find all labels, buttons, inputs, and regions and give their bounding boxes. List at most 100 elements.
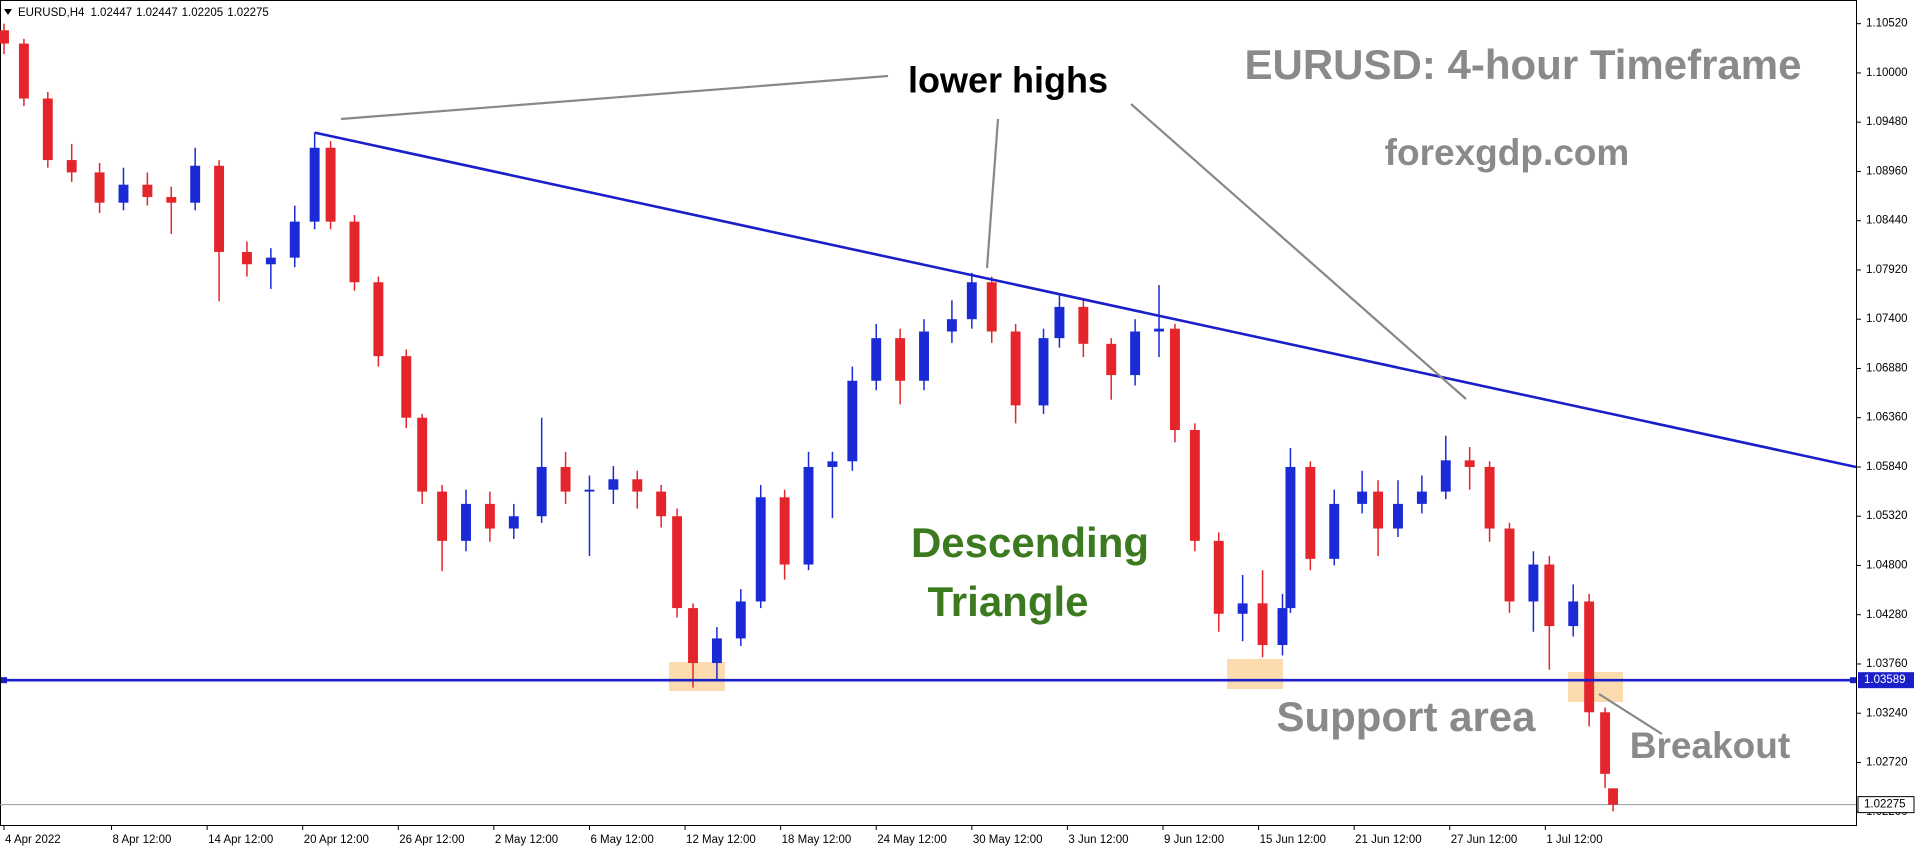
x-tick-label: 6 May 12:00 — [590, 834, 653, 846]
y-tick-label: 1.03760 — [1866, 658, 1908, 670]
candle-body — [325, 147, 336, 222]
candle-body — [919, 331, 929, 381]
candle-body — [309, 147, 320, 222]
x-tick-label: 3 Jun 12:00 — [1068, 834, 1128, 846]
candle-body — [1257, 603, 1268, 646]
candle-body — [373, 282, 384, 357]
support-touch-box — [1227, 659, 1283, 689]
candle-body — [401, 356, 412, 418]
candle-body — [508, 516, 519, 529]
candle-body — [946, 319, 957, 332]
candle-body — [190, 165, 201, 203]
x-tick-label: 24 May 12:00 — [877, 834, 947, 846]
y-tick-label: 1.10000 — [1866, 67, 1908, 79]
candle-body — [1584, 601, 1595, 713]
y-tick-label: 1.02720 — [1866, 757, 1908, 769]
annotation: Support area — [1276, 693, 1536, 740]
candle-body — [18, 43, 29, 99]
pattern-label: Triangle — [927, 578, 1088, 625]
y-tick-label: 1.10520 — [1866, 18, 1908, 30]
candle-body — [966, 282, 977, 320]
candle-body — [779, 497, 790, 565]
candle-body — [1305, 466, 1316, 559]
quote: 1.02205 — [182, 7, 224, 19]
support-handle — [1, 677, 7, 684]
candle-body — [847, 380, 858, 462]
support-price-label: 1.03589 — [1864, 674, 1906, 686]
x-tick-label: 26 Apr 12:00 — [399, 834, 464, 846]
candle-body — [1393, 503, 1403, 529]
candle-body — [265, 257, 276, 265]
annotation: Breakout — [1630, 725, 1790, 766]
pattern-label: Descending — [911, 519, 1149, 566]
pointer-line — [985, 118, 1000, 269]
candle-body — [118, 184, 129, 203]
quote: 1.02447 — [136, 7, 178, 19]
x-tick-label: 20 Apr 12:00 — [304, 834, 369, 846]
candle-body — [755, 497, 766, 602]
y-tick-label: 1.09480 — [1866, 116, 1908, 128]
x-tick-label: 14 Apr 12:00 — [208, 834, 273, 846]
candle-body — [1357, 491, 1368, 504]
y-tick-label: 1.06360 — [1866, 412, 1908, 424]
candle-body — [1608, 788, 1619, 805]
candle-body — [1373, 491, 1384, 529]
y-tick-label: 1.08960 — [1866, 165, 1908, 177]
candle-body — [1528, 564, 1539, 602]
x-tick-label: 12 May 12:00 — [686, 834, 756, 846]
last-price-box — [1857, 796, 1915, 814]
candle-body — [656, 491, 667, 517]
plot-frame — [0, 0, 1857, 826]
pointer-line — [1598, 693, 1663, 735]
menu-arrow[interactable] — [4, 9, 12, 15]
candle-body — [688, 608, 698, 664]
candle-body — [1154, 328, 1164, 332]
x-tick-label: 27 Jun 12:00 — [1451, 834, 1518, 846]
candle-body — [1464, 460, 1475, 467]
candle-body — [1440, 460, 1451, 492]
x-tick-label: 2 May 12:00 — [495, 834, 558, 846]
candle-body — [1237, 603, 1248, 614]
candle-body — [214, 165, 225, 252]
candle-body — [417, 417, 428, 492]
y-tick-label: 1.04280 — [1866, 609, 1908, 621]
candle-body — [1600, 712, 1611, 774]
x-tick-label: 8 Apr 12:00 — [113, 834, 172, 846]
candle-body — [871, 338, 882, 381]
candle-body — [1054, 306, 1065, 339]
support-highlights — [669, 659, 1623, 702]
candle-body — [711, 638, 722, 664]
candle-body — [1416, 491, 1427, 504]
x-tick-label: 18 May 12:00 — [782, 834, 852, 846]
quote: 1.02275 — [227, 7, 269, 19]
candle-body — [1544, 564, 1555, 627]
x-tick-label: 9 Jun 12:00 — [1164, 834, 1224, 846]
y-tick-label: 1.07920 — [1866, 264, 1908, 276]
support-touch-box — [669, 662, 725, 691]
candle-body — [608, 479, 619, 490]
watermark-title: EURUSD: 4-hour Timeframe — [1245, 41, 1802, 88]
symbol-header: EURUSD,H4 1.02447 1.02447 1.02205 1.02275 — [18, 7, 269, 19]
y-tick-label: 1.07400 — [1866, 313, 1908, 325]
candle-body — [484, 503, 495, 529]
y-tick-label: 1.05320 — [1866, 510, 1908, 522]
candle-body — [166, 197, 177, 203]
candle-body — [632, 479, 643, 492]
candle-body — [1189, 430, 1200, 541]
symbol: EURUSD,H4 — [18, 7, 85, 19]
candle-body — [584, 489, 595, 492]
trendline — [314, 131, 1857, 469]
y-tick-label: 1.03240 — [1866, 707, 1908, 719]
watermark-site: forexgdp.com — [1385, 132, 1630, 173]
candle-body — [437, 491, 448, 541]
candle-body — [1213, 540, 1224, 614]
candle-body — [1329, 503, 1340, 559]
support-price-box — [1858, 672, 1914, 689]
candle-body — [536, 466, 547, 517]
annotation-pointers — [340, 74, 1663, 735]
candle-body — [1285, 466, 1296, 609]
